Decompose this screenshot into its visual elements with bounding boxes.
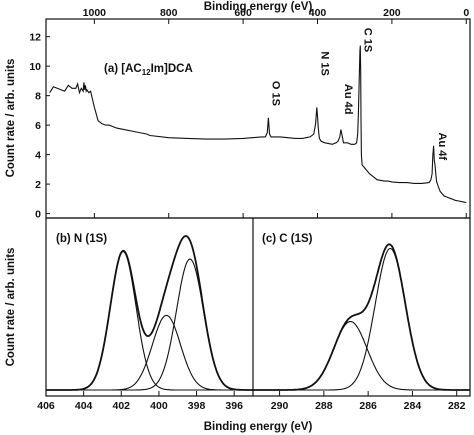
peak-annotation: C 1S	[361, 28, 373, 52]
panel-a-title-sub: 12	[142, 68, 151, 77]
peak-annotation: O 1S	[269, 81, 281, 106]
panel-c-xtick-label: 284	[404, 400, 422, 412]
panel-a-xtick-label: 1000	[83, 7, 107, 19]
panel-b-component-curve	[46, 314, 253, 391]
panel-a-xtick-label: 600	[234, 7, 252, 19]
panel-a-title-suffix: Im]DCA	[151, 63, 193, 75]
peak-annotation: Au 4f	[436, 133, 448, 161]
panel-a-ytick-label: 2	[35, 179, 41, 191]
panel-c-component-curve	[253, 247, 470, 391]
panel-b-component-curve	[46, 250, 253, 391]
panel-b-xtick-label: 396	[225, 400, 243, 412]
top-axis-title: Binding energy (eV)	[204, 1, 313, 13]
panel-a-xtick-label: 0	[463, 7, 469, 19]
chart-marks: 1000 800 600 400 200 0 0 2 4 6 8 10 12 O 1S N 1S Au 4d C…	[29, 7, 470, 412]
panel-c-xtick-label: 288	[315, 400, 333, 412]
panel-a-ytick-label: 4	[35, 150, 41, 162]
panel-b-xtick-label: 404	[75, 400, 93, 412]
panel-b-title: (b) N (1S)	[56, 233, 107, 245]
panel-b-xtick-label: 402	[113, 400, 131, 412]
panel-lower-frame	[45, 217, 471, 397]
panel-c-xtick-label: 286	[359, 400, 377, 412]
panel-a-ylabel: Count rate / arb. units	[5, 59, 17, 178]
panel-c-component-curve	[253, 320, 470, 391]
panel-c-xtick-label: 290	[271, 400, 289, 412]
panel-a-title: (a) [AC12Im]DCA	[104, 63, 193, 77]
bottom-axis-title: Binding energy (eV)	[204, 421, 313, 433]
panel-b-xtick-label: 400	[150, 400, 168, 412]
panel-a-xtick-label: 400	[309, 7, 327, 19]
panel-a-frame	[45, 18, 471, 219]
panel-a-ytick-label: 6	[35, 120, 41, 132]
panel-a-title-main: (a) [AC	[104, 63, 142, 75]
panel-a-ytick-label: 12	[29, 32, 41, 44]
peak-annotation: Au 4d	[342, 84, 354, 115]
panel-b-xtick-label: 398	[188, 400, 206, 412]
panel-a-ytick-label: 0	[35, 209, 41, 221]
panel-c-xtick-label: 282	[448, 400, 466, 412]
lower-ylabel: Count rate / arb. units	[5, 248, 17, 367]
panel-b-xtick-label: 406	[37, 400, 55, 412]
panel-a-ytick-label: 10	[29, 61, 41, 73]
panel-a-xtick-label: 200	[383, 7, 401, 19]
panel-a-spectrum-line	[49, 45, 467, 204]
panel-b-component-curve	[46, 258, 253, 391]
peak-annotation: N 1S	[319, 51, 331, 75]
panel-a-ytick-label: 8	[35, 91, 41, 103]
panel-b-envelope-curve	[46, 235, 253, 391]
panel-a-xtick-label: 800	[160, 7, 178, 19]
panel-c-title: (c) C (1S)	[262, 233, 313, 245]
